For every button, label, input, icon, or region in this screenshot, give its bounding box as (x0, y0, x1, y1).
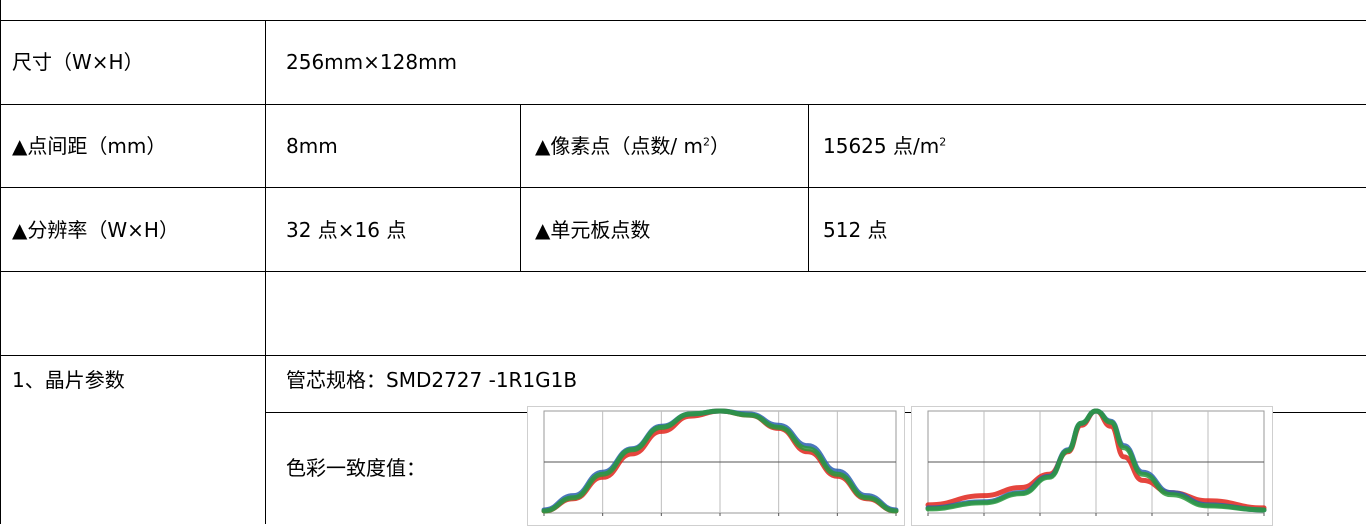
curve-chart-left (527, 406, 905, 526)
rule (0, 104, 1366, 105)
density-label-close: ） (709, 134, 730, 158)
module-dots-value: 512 点 (823, 218, 888, 242)
density-value-text: 15625 点/m (823, 134, 940, 158)
chip-spec: 管芯规格：SMD2727 -1R1G1B (286, 368, 578, 392)
rule (0, 20, 1366, 21)
density-value: 15625 点/m2 (823, 134, 946, 158)
uniformity-label: 色彩一致度值： (286, 456, 426, 480)
resolution-label: ▲分辨率（W×H） (12, 218, 179, 242)
chip-label: 1、晶片参数 (12, 368, 125, 392)
size-value: 256mm×128mm (286, 50, 458, 74)
pitch-label: ▲点间距（mm） (12, 134, 167, 158)
rule (0, 355, 1366, 356)
rule (0, 187, 1366, 188)
rule (265, 20, 266, 524)
rule (520, 104, 521, 271)
curve-chart-right (911, 406, 1273, 526)
curve-chart-right-svg (925, 408, 1267, 516)
density-value-sup: 2 (939, 135, 947, 149)
curve-chart-left-svg (541, 408, 899, 516)
density-label: ▲像素点（点数/ m2） (535, 134, 730, 158)
series-line-2 (541, 408, 899, 514)
series-line-2 (925, 408, 1267, 513)
density-label-sup: 2 (702, 135, 710, 149)
resolution-value: 32 点×16 点 (286, 218, 407, 242)
density-label-text: ▲像素点（点数/ m (535, 134, 703, 158)
pitch-value: 8mm (286, 134, 338, 158)
rule (808, 104, 809, 271)
size-label: 尺寸（W×H） (12, 50, 144, 74)
rule (0, 0, 1, 524)
rule (0, 271, 1366, 272)
module-dots-label: ▲单元板点数 (535, 218, 651, 242)
